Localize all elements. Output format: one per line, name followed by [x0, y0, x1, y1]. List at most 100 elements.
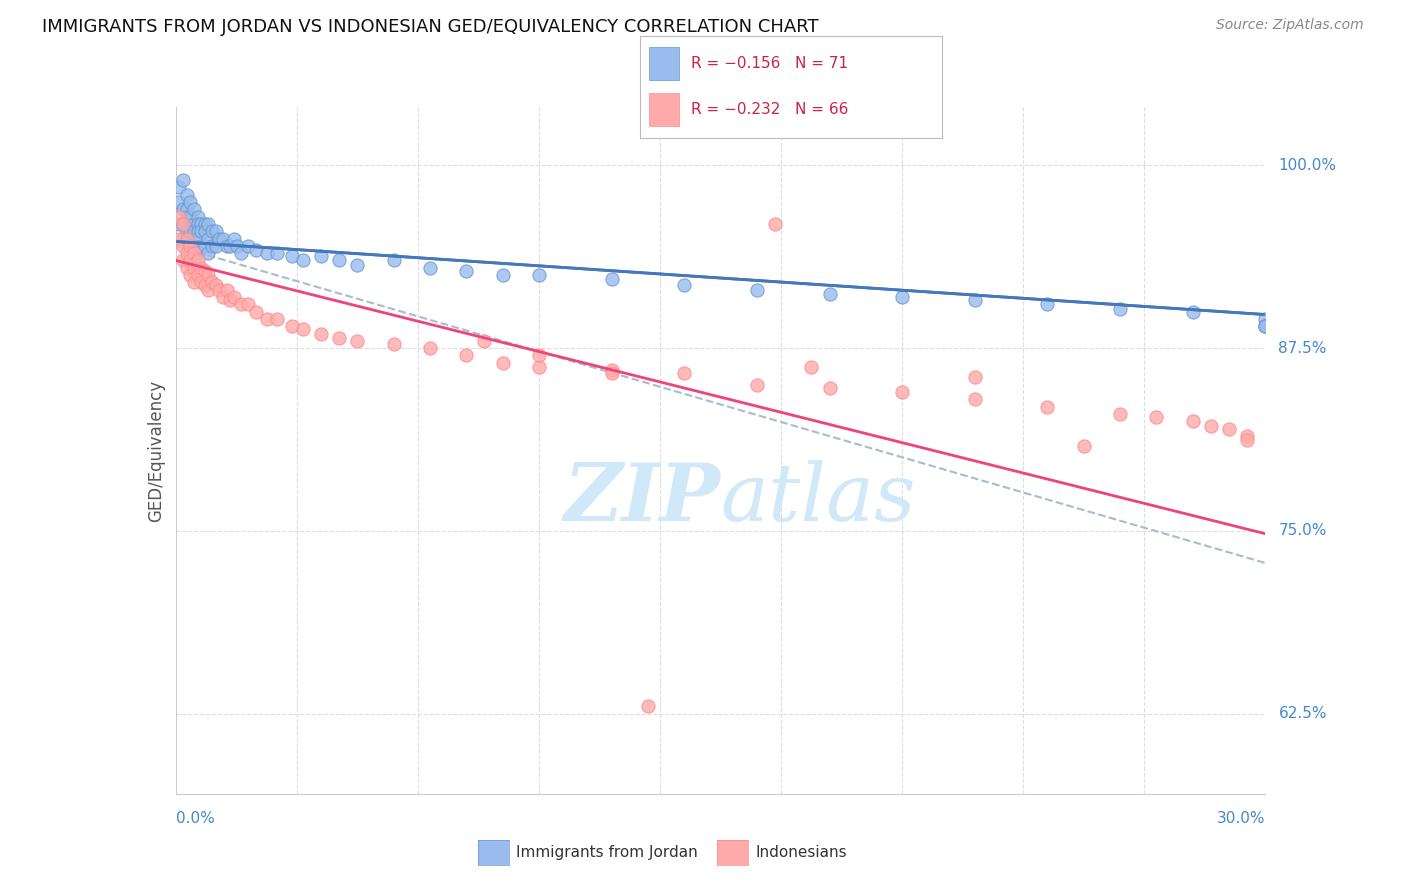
- Point: [256, 246, 278, 260]
- Point: [190, 260, 212, 275]
- Point: [197, 217, 219, 231]
- Point: [208, 231, 231, 245]
- Point: [222, 290, 245, 304]
- Point: [963, 370, 986, 384]
- Point: [194, 224, 217, 238]
- Point: [456, 263, 478, 277]
- Point: [238, 297, 260, 311]
- Point: [179, 239, 201, 253]
- Point: [637, 699, 659, 714]
- Point: [194, 278, 217, 293]
- Point: [1146, 409, 1168, 424]
- Point: [1254, 319, 1277, 334]
- Text: Source: ZipAtlas.com: Source: ZipAtlas.com: [1216, 18, 1364, 32]
- Point: [456, 349, 478, 363]
- Point: [186, 253, 209, 268]
- Point: [1036, 400, 1059, 414]
- Point: [1236, 434, 1258, 448]
- Point: [281, 249, 304, 263]
- Point: [1109, 301, 1132, 316]
- Point: [1073, 439, 1095, 453]
- Point: [204, 278, 226, 293]
- Point: [474, 334, 496, 348]
- Point: [600, 366, 623, 380]
- Point: [183, 239, 205, 253]
- Point: [186, 210, 209, 224]
- Point: [169, 231, 191, 245]
- Point: [600, 363, 623, 377]
- Text: 75.0%: 75.0%: [1278, 524, 1327, 539]
- Point: [186, 224, 209, 238]
- Point: [183, 276, 205, 290]
- Point: [1236, 429, 1258, 443]
- Point: [1181, 414, 1204, 428]
- Point: [201, 224, 224, 238]
- Point: [179, 239, 201, 253]
- Text: Immigrants from Jordan: Immigrants from Jordan: [516, 846, 697, 860]
- Point: [382, 253, 405, 268]
- Point: [328, 331, 350, 345]
- Point: [309, 326, 332, 341]
- Point: [231, 246, 253, 260]
- Point: [201, 239, 224, 253]
- Text: 0.0%: 0.0%: [176, 811, 215, 826]
- Point: [176, 202, 198, 217]
- Point: [231, 297, 253, 311]
- Point: [186, 217, 209, 231]
- Point: [963, 293, 986, 307]
- Point: [745, 283, 768, 297]
- Point: [183, 202, 205, 217]
- Point: [281, 319, 304, 334]
- Point: [673, 278, 696, 293]
- Point: [222, 231, 245, 245]
- Point: [891, 384, 914, 399]
- Text: atlas: atlas: [721, 459, 915, 537]
- Point: [1218, 421, 1240, 435]
- Point: [1109, 407, 1132, 421]
- Point: [169, 217, 191, 231]
- Point: [179, 194, 201, 209]
- Text: R = −0.156   N = 71: R = −0.156 N = 71: [692, 56, 848, 70]
- Point: [204, 239, 226, 253]
- Point: [212, 231, 235, 245]
- Point: [527, 268, 550, 282]
- Point: [172, 202, 194, 217]
- Point: [197, 231, 219, 245]
- Point: [219, 239, 242, 253]
- Point: [197, 268, 219, 282]
- Point: [382, 336, 405, 351]
- Point: [212, 290, 235, 304]
- Point: [186, 231, 209, 245]
- Point: [169, 194, 191, 209]
- Point: [600, 272, 623, 286]
- Point: [266, 246, 288, 260]
- Point: [194, 217, 217, 231]
- Text: 87.5%: 87.5%: [1278, 341, 1327, 356]
- Point: [183, 217, 205, 231]
- Point: [1254, 319, 1277, 334]
- Point: [266, 312, 288, 326]
- Bar: [648, 93, 679, 126]
- Point: [194, 239, 217, 253]
- Point: [169, 210, 191, 224]
- Text: R = −0.232   N = 66: R = −0.232 N = 66: [692, 102, 848, 117]
- Point: [190, 217, 212, 231]
- Text: ZIP: ZIP: [564, 459, 721, 537]
- Point: [763, 217, 786, 231]
- Point: [176, 246, 198, 260]
- Point: [172, 217, 194, 231]
- Point: [179, 210, 201, 224]
- Point: [328, 253, 350, 268]
- Point: [800, 360, 823, 375]
- Text: Indonesians: Indonesians: [755, 846, 846, 860]
- Point: [492, 268, 515, 282]
- Point: [190, 239, 212, 253]
- Point: [186, 268, 209, 282]
- Text: 100.0%: 100.0%: [1278, 158, 1337, 173]
- Point: [745, 377, 768, 392]
- Point: [1254, 319, 1277, 334]
- Point: [492, 356, 515, 370]
- Point: [215, 283, 238, 297]
- Point: [818, 287, 841, 301]
- Point: [215, 239, 238, 253]
